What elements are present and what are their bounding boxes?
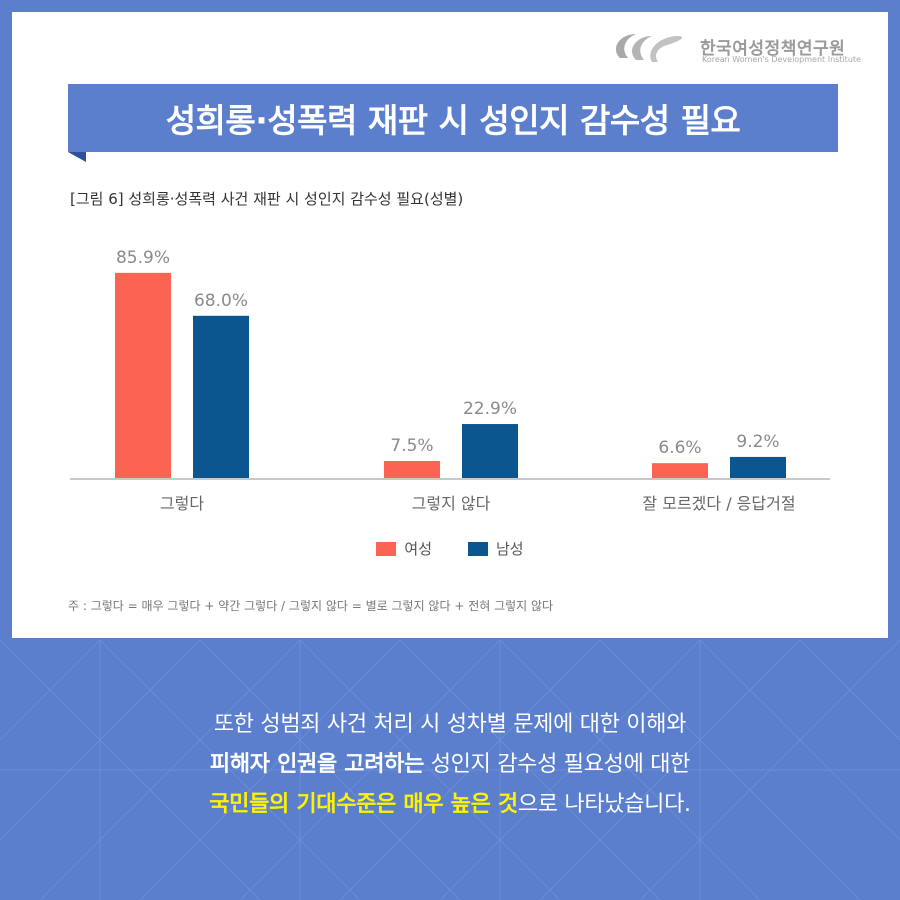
body-paragraph: 또한 성범죄 사건 처리 시 성차별 문제에 대한 이해와 피해자 인권을 고려…: [0, 705, 900, 825]
bar-chart: 85.9% 68.0% 그렇다 7.5% 22.9% 그렇지 않다 6.6% 9.2% 잘 모르…: [70, 248, 830, 513]
legend-label-female: 여성: [404, 540, 432, 558]
body-line-3-highlight: 국민들의 기대수준은 매우 높은 것: [209, 792, 518, 817]
category-label-unknown: 잘 모르겠다 / 응답거절: [642, 494, 795, 513]
bar-female-unknown: [652, 463, 708, 479]
org-name-korean: 한국여성정책연구원: [700, 39, 846, 59]
body-line-3: 국민들의 기대수준은 매우 높은 것으로 나타났습니다.: [0, 785, 900, 825]
chart-legend: 여성 남성: [0, 538, 900, 559]
legend-swatch-female: [376, 541, 397, 556]
chart-title: [그림 6] 성희롱·성폭력 사건 재판 시 성인지 감수성 필요(성별): [70, 190, 464, 208]
value-label-male-yes: 68.0%: [194, 291, 248, 311]
bar-female-yes: [115, 272, 171, 479]
kwdi-logo-icon: [615, 34, 683, 62]
body-line-1: 또한 성범죄 사건 처리 시 성차별 문제에 대한 이해와: [213, 712, 687, 737]
body-line-2-bold: 피해자 인권을 고려하는: [209, 752, 425, 777]
body-line-2: 피해자 인권을 고려하는 성인지 감수성 필요성에 대한: [0, 745, 900, 785]
body-line-2-rest: 성인지 감수성 필요성에 대한: [424, 752, 691, 777]
bar-male-unknown: [730, 456, 786, 479]
value-label-male-no: 22.9%: [463, 399, 517, 419]
value-label-female-unknown: 6.6%: [658, 438, 701, 458]
title-banner: 성희롱·성폭력 재판 시 성인지 감수성 필요: [68, 84, 838, 152]
org-logo: 한국여성정책연구원 Korean Women's Development Ins…: [606, 28, 866, 72]
legend-item-female: 여성: [376, 538, 432, 559]
category-label-yes: 그렇다: [160, 494, 204, 513]
value-label-female-no: 7.5%: [390, 436, 433, 456]
value-label-female-yes: 85.9%: [116, 248, 170, 268]
chart-footnote: 주 : 그렇다 = 매우 그렇다 + 약간 그렇다 / 그렇지 않다 = 별로 …: [68, 599, 554, 613]
legend-label-male: 남성: [496, 540, 524, 558]
banner-fold-decoration: [68, 152, 86, 162]
body-line-3-rest: 으로 나타났습니다.: [517, 792, 691, 817]
value-label-male-unknown: 9.2%: [736, 432, 779, 452]
bar-female-no: [384, 461, 440, 479]
org-name-english: Korean Women's Development Institute: [702, 55, 861, 64]
legend-swatch-male: [468, 541, 488, 556]
category-label-no: 그렇지 않다: [412, 494, 491, 513]
bar-male-no: [462, 424, 518, 479]
bar-male-yes: [193, 315, 249, 479]
legend-item-male: 남성: [468, 538, 524, 559]
page-title: 성희롱·성폭력 재판 시 성인지 감수성 필요: [165, 101, 741, 140]
